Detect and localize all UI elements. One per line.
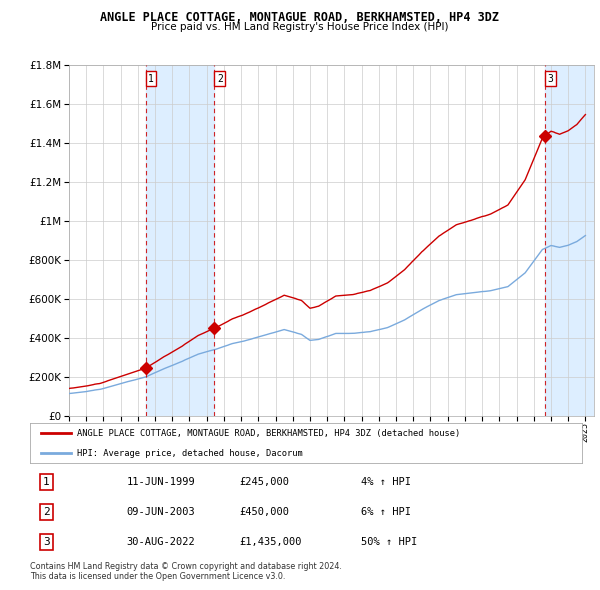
Bar [545,65,594,416]
Text: 11-JUN-1999: 11-JUN-1999 [127,477,196,487]
Text: 2: 2 [43,507,50,517]
Bar [146,65,214,416]
Text: 1: 1 [43,477,50,487]
Text: 09-JUN-2003: 09-JUN-2003 [127,507,196,517]
Text: 3: 3 [43,537,50,547]
Text: £1,435,000: £1,435,000 [240,537,302,547]
Text: Price paid vs. HM Land Registry's House Price Index (HPI): Price paid vs. HM Land Registry's House … [151,22,449,32]
Text: HPI: Average price, detached house, Dacorum: HPI: Average price, detached house, Daco… [77,448,302,458]
Text: £245,000: £245,000 [240,477,290,487]
Text: 3: 3 [548,74,554,84]
Text: ANGLE PLACE COTTAGE, MONTAGUE ROAD, BERKHAMSTED, HP4 3DZ (detached house): ANGLE PLACE COTTAGE, MONTAGUE ROAD, BERK… [77,428,460,438]
Text: 4% ↑ HPI: 4% ↑ HPI [361,477,411,487]
Text: 6% ↑ HPI: 6% ↑ HPI [361,507,411,517]
Text: 50% ↑ HPI: 50% ↑ HPI [361,537,418,547]
Text: ANGLE PLACE COTTAGE, MONTAGUE ROAD, BERKHAMSTED, HP4 3DZ: ANGLE PLACE COTTAGE, MONTAGUE ROAD, BERK… [101,11,499,24]
Text: £450,000: £450,000 [240,507,290,517]
Text: 2: 2 [217,74,223,84]
Text: 30-AUG-2022: 30-AUG-2022 [127,537,196,547]
Text: Contains HM Land Registry data © Crown copyright and database right 2024.
This d: Contains HM Land Registry data © Crown c… [30,562,342,581]
Text: 1: 1 [148,74,154,84]
